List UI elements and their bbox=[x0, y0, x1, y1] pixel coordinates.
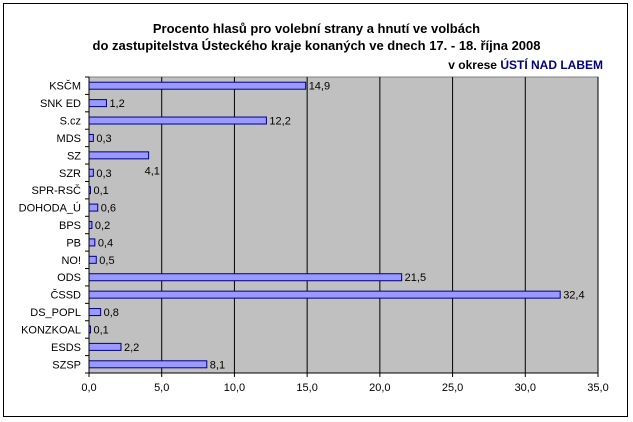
category-label: DOHODA_Ú bbox=[19, 202, 81, 215]
bar bbox=[88, 116, 267, 125]
subtitle-highlight: ÚSTÍ NAD LABEM bbox=[500, 58, 603, 72]
category-label: SNK ED bbox=[40, 98, 81, 110]
data-label: 0,1 bbox=[93, 185, 108, 197]
bar bbox=[88, 308, 102, 317]
category-label: ČSSD bbox=[50, 289, 81, 302]
category-label: ESDS bbox=[51, 342, 81, 354]
category-label: SZSP bbox=[52, 359, 81, 371]
bar bbox=[88, 168, 94, 177]
category-label: SZR bbox=[59, 168, 81, 180]
chart-title: Procento hlasů pro volební strany a hnut… bbox=[152, 21, 481, 36]
bar bbox=[88, 81, 307, 90]
x-tick-label: 0,0 bbox=[81, 382, 96, 394]
category-label: KONZKOAL bbox=[21, 324, 81, 336]
chart-subtitle: v okrese ÚSTÍ NAD LABEM bbox=[448, 58, 603, 72]
category-label: S.cz bbox=[60, 116, 81, 128]
plot-area bbox=[88, 76, 599, 374]
category-label: PB bbox=[66, 237, 81, 249]
x-tick-label: 15,0 bbox=[296, 382, 317, 394]
x-tick-label: 5,0 bbox=[154, 382, 169, 394]
category-label: ODS bbox=[57, 272, 81, 284]
bar bbox=[88, 290, 561, 299]
x-tick-label: 35,0 bbox=[587, 382, 608, 394]
category-label: DS_POPL bbox=[30, 307, 81, 319]
x-tick-label: 10,0 bbox=[224, 382, 245, 394]
data-label: 21,5 bbox=[405, 272, 426, 284]
bar bbox=[88, 360, 208, 369]
data-label: 0,3 bbox=[96, 168, 111, 180]
x-tick-label: 20,0 bbox=[369, 382, 390, 394]
data-label: 1,2 bbox=[109, 98, 124, 110]
axes bbox=[85, 76, 599, 377]
data-label: 2,2 bbox=[124, 342, 139, 354]
gridlines bbox=[161, 77, 599, 373]
labels: 0,0 5,0 10,0 15,0 20,0 25,0 30,0 35,0 KSČM 14,9 SN… bbox=[19, 80, 609, 394]
category-label: NO! bbox=[61, 255, 81, 267]
category-label: SPR-RSČ bbox=[31, 184, 81, 197]
category-label: SZ bbox=[67, 150, 81, 162]
data-label: 12,2 bbox=[269, 116, 290, 128]
bar bbox=[88, 342, 122, 351]
category-label: MDS bbox=[57, 133, 81, 145]
data-label: 0,1 bbox=[93, 324, 108, 336]
x-tick-label: 25,0 bbox=[442, 382, 463, 394]
bar bbox=[88, 133, 94, 142]
category-label: KSČM bbox=[49, 80, 81, 93]
subtitle-prefix: v okrese bbox=[448, 58, 497, 72]
chart-title-line2: do zastupitelstva Ústeckého kraje konaný… bbox=[92, 38, 541, 53]
bar bbox=[88, 238, 96, 247]
data-label: 0,8 bbox=[104, 307, 119, 319]
data-label: 0,2 bbox=[95, 220, 110, 232]
data-label: 14,9 bbox=[309, 81, 330, 93]
data-label: 0,4 bbox=[98, 237, 113, 249]
bar bbox=[88, 203, 99, 212]
category-label: BPS bbox=[59, 220, 81, 232]
x-tick-label: 30,0 bbox=[515, 382, 536, 394]
data-label: 0,6 bbox=[101, 203, 116, 215]
bar bbox=[88, 273, 403, 282]
data-label: 8,1 bbox=[210, 359, 225, 371]
data-label: 0,5 bbox=[99, 255, 114, 267]
bar bbox=[88, 99, 107, 108]
data-label: 32,4 bbox=[563, 290, 584, 302]
bar bbox=[88, 151, 150, 160]
data-label: 4,1 bbox=[145, 165, 160, 177]
data-label: 0,3 bbox=[96, 133, 111, 145]
bar bbox=[88, 255, 97, 264]
